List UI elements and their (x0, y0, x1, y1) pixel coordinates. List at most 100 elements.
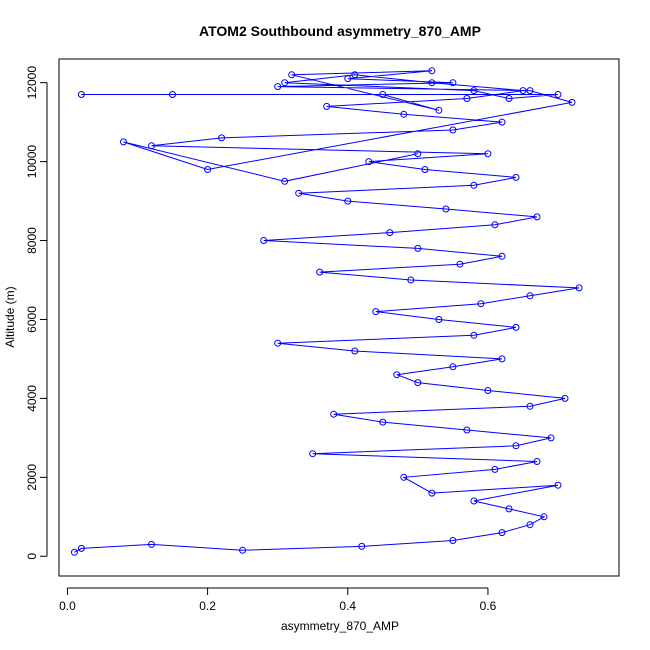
data-point (344, 75, 352, 83)
data-point (330, 410, 338, 418)
data-point (526, 292, 534, 300)
chart-title: ATOM2 Southbound asymmetry_870_AMP (199, 23, 481, 39)
data-point (547, 434, 555, 442)
data-point (421, 166, 429, 173)
data-point (239, 546, 247, 554)
data-point (470, 497, 478, 505)
data-point (309, 450, 317, 458)
data-point (281, 79, 289, 87)
data-point (344, 197, 352, 205)
data-point (435, 316, 443, 323)
data-point (533, 213, 541, 221)
data-point (351, 71, 359, 79)
data-point (372, 308, 380, 316)
data-layer (70, 67, 583, 556)
data-point (428, 67, 436, 75)
data-point (456, 260, 464, 268)
data-point (442, 205, 450, 213)
data-point (414, 150, 422, 158)
data-point (169, 91, 176, 98)
data-point (484, 387, 492, 394)
data-point (204, 166, 212, 173)
x-axis: 0.0 0.2 0.4 0.6 (59, 587, 497, 613)
data-point (407, 276, 415, 284)
data-point (463, 426, 471, 434)
data-point (323, 102, 331, 110)
data-point (70, 548, 78, 556)
data-point (498, 118, 506, 126)
data-point (512, 323, 520, 331)
data-point (288, 71, 296, 79)
data-point (379, 91, 387, 98)
y-tick-label: 2000 (25, 464, 39, 491)
x-tick-label: 0.4 (339, 599, 356, 613)
y-tick-label: 8000 (25, 227, 39, 254)
data-point (386, 229, 394, 237)
data-point (77, 544, 85, 552)
series-line (74, 70, 580, 553)
y-tick-label: 0 (25, 553, 39, 560)
data-point (519, 87, 527, 95)
data-point (428, 79, 436, 87)
y-tick-label: 6000 (25, 306, 39, 333)
data-point (435, 106, 443, 114)
y-axis: 0 2000 4000 6000 8000 10000 12000 (25, 66, 48, 560)
data-point (470, 181, 478, 189)
data-point (526, 87, 534, 95)
data-point (512, 173, 520, 181)
data-point (491, 221, 499, 229)
y-tick-label: 10000 (25, 145, 39, 179)
data-point (365, 158, 373, 166)
data-point (274, 339, 282, 347)
data-point (379, 418, 387, 426)
data-point (498, 355, 506, 363)
data-point (148, 142, 155, 150)
data-point (218, 134, 226, 142)
x-tick-label: 0.2 (199, 599, 216, 613)
data-point (533, 458, 541, 465)
data-point (575, 284, 583, 292)
data-point (540, 513, 548, 521)
data-point (393, 371, 401, 379)
data-point (316, 268, 324, 276)
data-point (351, 347, 359, 355)
data-point (120, 138, 127, 146)
data-point (484, 150, 492, 158)
data-point (358, 542, 366, 550)
data-point (505, 95, 513, 102)
data-point (400, 110, 408, 118)
data-point (491, 465, 499, 473)
data-point (554, 481, 562, 489)
data-point (568, 98, 576, 106)
data-point (463, 95, 471, 102)
data-point (148, 540, 155, 548)
data-point (554, 91, 562, 98)
data-point (77, 91, 85, 98)
data-point (512, 442, 520, 450)
data-point (414, 244, 422, 252)
data-point (295, 189, 303, 197)
data-point (274, 83, 282, 91)
x-tick-label: 0.0 (59, 599, 76, 613)
data-point (449, 79, 457, 87)
data-point (498, 252, 506, 260)
data-point (400, 473, 408, 481)
data-point (449, 126, 457, 134)
data-point (470, 331, 478, 339)
data-point (281, 177, 289, 185)
y-tick-label: 12000 (25, 66, 39, 100)
data-point (449, 537, 457, 544)
plot-frame (58, 58, 620, 577)
data-point (428, 489, 436, 497)
data-point (470, 87, 478, 95)
data-point (526, 521, 534, 529)
x-tick-label: 0.6 (480, 599, 497, 613)
data-point (505, 505, 513, 513)
y-axis-label: Altitude (m) (3, 286, 17, 347)
data-point (449, 363, 457, 371)
y-tick-label: 4000 (25, 385, 39, 412)
data-point (260, 237, 268, 244)
data-point (526, 402, 534, 410)
